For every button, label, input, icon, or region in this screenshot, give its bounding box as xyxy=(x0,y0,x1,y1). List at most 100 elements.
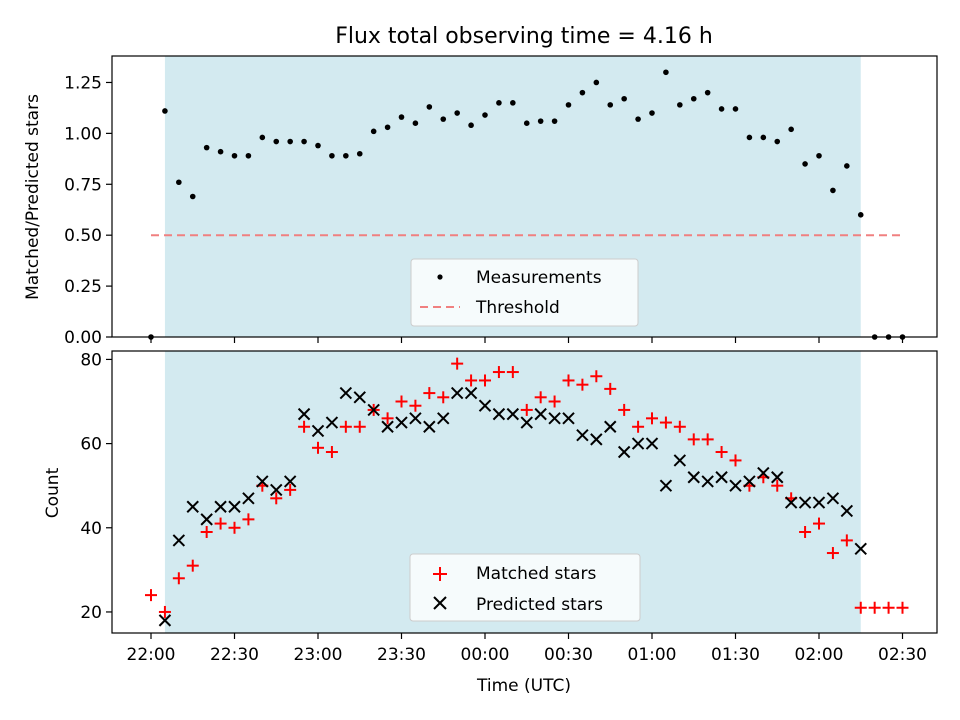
predicted-star-point xyxy=(311,424,325,438)
predicted-star-point xyxy=(534,407,547,421)
matched-star-point xyxy=(882,601,895,614)
predicted-star-point xyxy=(826,492,840,505)
measurement-point xyxy=(844,163,850,169)
predicted-star-point xyxy=(172,534,186,547)
matched-star-point xyxy=(298,420,311,433)
predicted-star-point xyxy=(297,407,311,421)
legend-predicted-label: Predicted stars xyxy=(476,595,603,615)
bottom-x-axis-ticks: 22:00 22:30 23:00 23:30 00:00 00:30 01:00 01:30… xyxy=(127,633,927,665)
matched-star-point xyxy=(465,374,478,387)
measurement-point xyxy=(315,142,321,149)
measurement-point xyxy=(565,102,572,108)
measurement-point xyxy=(635,116,641,122)
predicted-star-point xyxy=(478,399,492,412)
bottom-y-tick-label: 80 xyxy=(80,350,102,370)
matched-star-point xyxy=(437,391,450,404)
legend-matched-marker xyxy=(433,567,447,581)
predicted-star-point xyxy=(256,475,269,488)
predicted-star-point xyxy=(576,428,589,442)
predicted-star-point xyxy=(381,420,394,433)
matched-star-point xyxy=(771,479,784,492)
top-y-tick-label: 0.00 xyxy=(64,328,102,348)
predicted-star-point xyxy=(437,412,450,425)
matched-star-point xyxy=(186,559,199,572)
bottom-legend-box xyxy=(409,553,641,622)
measurement-point xyxy=(830,187,836,194)
matched-star-point xyxy=(840,534,853,547)
matched-star-point xyxy=(172,572,185,585)
predicted-star-point xyxy=(367,403,380,417)
matched-star-point xyxy=(576,378,589,391)
measurement-point xyxy=(551,118,558,124)
measurement-point xyxy=(788,126,794,133)
x-tick-label: 22:30 xyxy=(210,645,259,665)
predicted-star-point xyxy=(548,412,561,425)
measurement-point xyxy=(510,100,516,106)
matched-star-point xyxy=(409,399,422,412)
matched-star-point xyxy=(618,403,631,416)
predicted-star-point xyxy=(423,420,436,433)
measurement-point xyxy=(426,104,433,110)
measurement-point xyxy=(245,152,252,159)
bottom-axes-frame xyxy=(111,350,938,634)
top-legend: Measurements Threshold xyxy=(410,258,639,327)
x-tick-label: 23:00 xyxy=(294,645,343,665)
measurement-point xyxy=(176,179,182,186)
matched-star-point xyxy=(270,492,283,505)
measurement-point xyxy=(189,193,196,200)
predicted-star-point xyxy=(228,500,241,513)
matched-star-point xyxy=(548,395,561,408)
predicted-star-point xyxy=(353,391,366,404)
bottom-y-axis-label: Count xyxy=(43,467,63,518)
measurement-point xyxy=(732,106,739,112)
measurement-point xyxy=(273,138,280,145)
matched-star-point xyxy=(228,521,241,534)
matched-star-point xyxy=(214,517,227,530)
top-x-axis-ticks xyxy=(150,337,904,343)
matched-star-point xyxy=(451,357,464,370)
matched-star-point xyxy=(590,370,603,383)
matched-star-point xyxy=(562,374,575,387)
bottom-legend: Matched stars Predicted stars xyxy=(409,553,641,622)
matched-star-point xyxy=(632,420,645,433)
predicted-star-point xyxy=(464,386,478,400)
bottom-y-tick-label: 20 xyxy=(80,603,102,623)
measurement-point xyxy=(482,112,488,118)
matched-star-point xyxy=(395,395,408,408)
predicted-star-point xyxy=(659,479,673,492)
matched-star-point xyxy=(506,366,519,379)
bottom-star-points xyxy=(145,357,909,627)
matched-star-point xyxy=(158,605,171,618)
predicted-star-point xyxy=(520,416,533,429)
measurement-point xyxy=(579,89,586,96)
measurement-point xyxy=(217,148,224,155)
measurement-point xyxy=(162,108,168,114)
predicted-star-point xyxy=(214,500,227,513)
measurement-point xyxy=(356,150,363,157)
predicted-star-point xyxy=(687,471,700,484)
predicted-star-point xyxy=(673,454,687,467)
measurement-point xyxy=(329,152,335,159)
predicted-star-point xyxy=(242,492,255,505)
matched-star-point xyxy=(242,513,255,526)
measurement-point xyxy=(468,122,474,129)
measurement-point xyxy=(259,134,266,141)
predicted-star-point xyxy=(757,466,770,480)
legend-measurements-label: Measurements xyxy=(476,268,602,288)
measurement-point xyxy=(704,89,711,96)
top-legend-box xyxy=(410,258,639,327)
predicted-star-point xyxy=(729,479,742,492)
matched-star-point xyxy=(423,387,436,400)
matched-star-point xyxy=(868,601,881,614)
measurement-point xyxy=(774,138,781,145)
bottom-panel: 20 40 60 80 22:00 22:30 23:00 23:30 00:00 00:30 0… xyxy=(43,350,938,696)
measurement-point xyxy=(523,120,530,126)
legend-predicted-marker xyxy=(433,596,447,610)
predicted-star-point xyxy=(645,437,659,450)
measurement-point xyxy=(802,161,808,167)
matched-star-point xyxy=(687,433,700,446)
top-axes-frame xyxy=(111,55,938,338)
predicted-star-point xyxy=(450,386,464,400)
measurement-point xyxy=(760,134,767,141)
